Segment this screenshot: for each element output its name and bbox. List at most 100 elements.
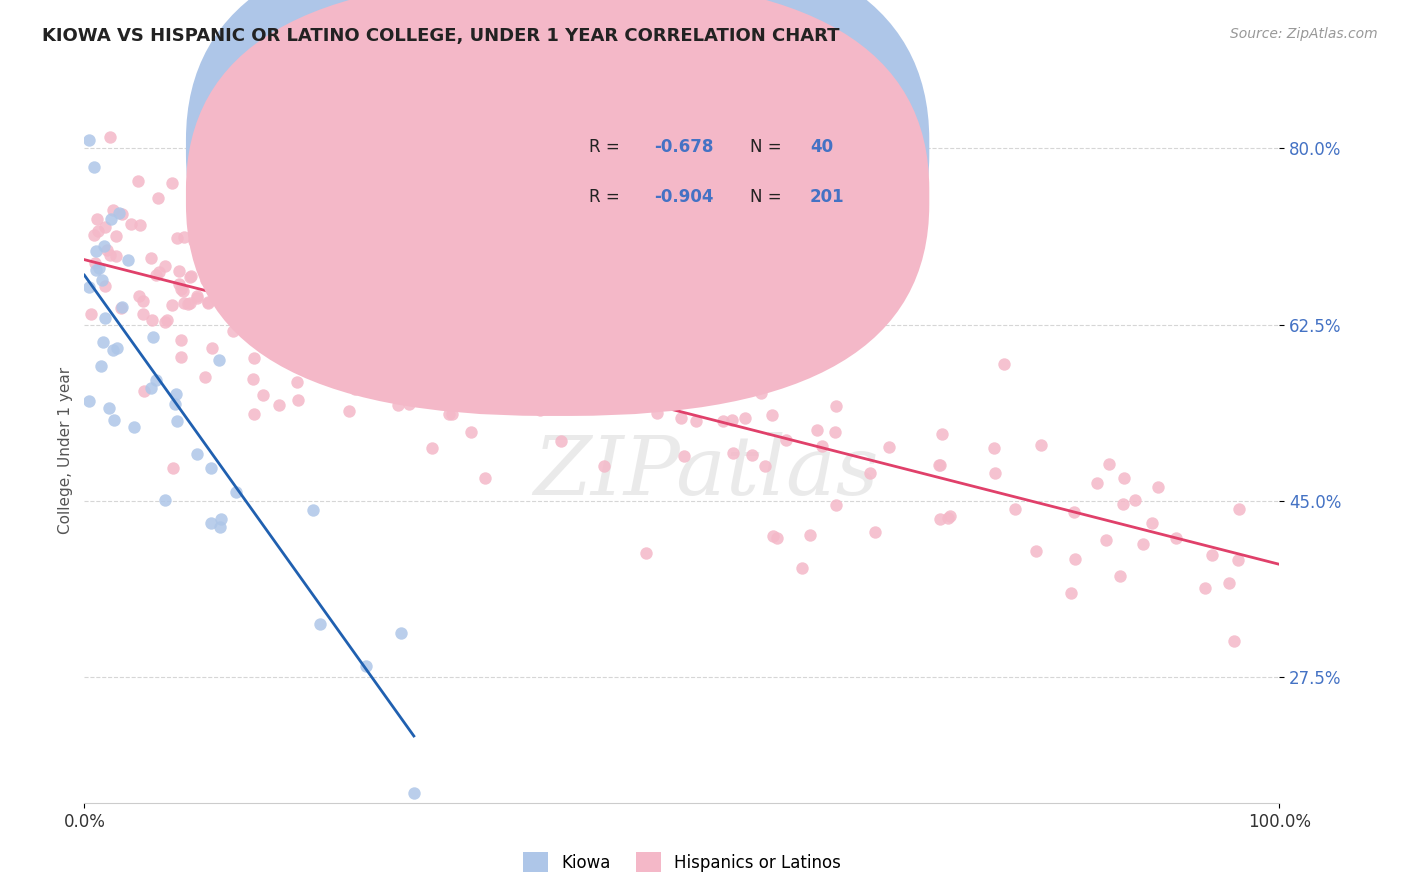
Point (222, 282, 245, 296)
Point (609, 382, 631, 396)
Point (543, 383, 565, 397)
Point (422, 441, 444, 455)
Point (287, 393, 309, 408)
Point (139, 251, 162, 265)
Point (314, 326, 336, 341)
Point (208, 352, 231, 367)
Point (93, 239, 115, 253)
Point (302, 503, 325, 517)
Point (669, 340, 692, 354)
Point (200, 268, 222, 282)
Point (142, 330, 165, 344)
FancyBboxPatch shape (186, 0, 929, 367)
Point (516, 401, 538, 415)
Point (1201, 548, 1223, 562)
Point (166, 231, 188, 245)
Point (406, 236, 429, 251)
Point (813, 307, 835, 321)
Point (104, 228, 127, 243)
Point (717, 347, 740, 361)
Point (634, 546, 657, 560)
Point (101, 343, 124, 357)
Point (183, 234, 205, 248)
Point (100, 212, 122, 227)
Point (269, 220, 291, 235)
Legend: Kiowa, Hispanics or Latinos: Kiowa, Hispanics or Latinos (516, 846, 848, 879)
Point (347, 261, 370, 276)
Point (173, 230, 195, 244)
Point (145, 268, 167, 283)
Point (180, 268, 202, 283)
Point (1140, 516, 1163, 531)
Point (440, 407, 463, 421)
Point (86, 212, 108, 227)
Point (349, 271, 371, 285)
Point (89, 260, 111, 275)
Point (257, 307, 280, 321)
Point (204, 277, 226, 291)
Point (83, 227, 105, 242)
Point (128, 288, 150, 302)
Point (267, 399, 290, 413)
Point (437, 407, 460, 421)
FancyBboxPatch shape (515, 112, 910, 246)
Point (208, 520, 231, 534)
Point (302, 298, 325, 312)
Point (120, 218, 142, 232)
Point (84, 244, 107, 259)
Point (87, 224, 110, 238)
Text: N =: N = (749, 138, 787, 156)
Point (217, 293, 239, 307)
Point (463, 368, 485, 383)
Point (808, 345, 831, 359)
Point (569, 343, 592, 358)
Point (173, 296, 195, 310)
Point (1025, 543, 1047, 558)
Point (931, 427, 953, 442)
Point (162, 460, 184, 475)
Point (285, 375, 308, 389)
Point (983, 442, 1005, 456)
Point (94, 220, 117, 235)
Point (330, 365, 353, 379)
Point (1218, 575, 1240, 590)
Point (862, 313, 884, 327)
Text: N =: N = (749, 188, 787, 206)
Point (105, 249, 128, 263)
Point (356, 308, 378, 322)
Point (457, 320, 479, 334)
Point (84, 255, 107, 269)
Point (101, 203, 124, 218)
Point (172, 284, 194, 298)
Point (205, 249, 228, 263)
Text: -0.678: -0.678 (654, 138, 714, 156)
Point (166, 414, 188, 428)
Text: ZIPatlas: ZIPatlas (533, 432, 879, 512)
Point (194, 273, 217, 287)
Point (86, 263, 108, 277)
Point (720, 413, 742, 427)
Point (160, 298, 183, 312)
Point (129, 218, 152, 232)
Point (381, 303, 404, 318)
Point (356, 659, 378, 673)
Point (984, 466, 1007, 480)
Point (1031, 438, 1053, 452)
Point (257, 242, 280, 256)
Point (447, 300, 470, 314)
Point (94, 278, 117, 293)
Point (98, 248, 121, 262)
Point (524, 333, 547, 347)
Point (387, 398, 409, 412)
Point (928, 458, 950, 472)
Point (163, 397, 186, 411)
Point (197, 295, 219, 310)
Point (98, 130, 121, 145)
Point (598, 292, 620, 306)
Point (236, 257, 259, 271)
Point (600, 275, 623, 289)
Point (312, 260, 335, 274)
Point (160, 176, 183, 190)
Point (176, 297, 198, 311)
Point (391, 625, 413, 640)
